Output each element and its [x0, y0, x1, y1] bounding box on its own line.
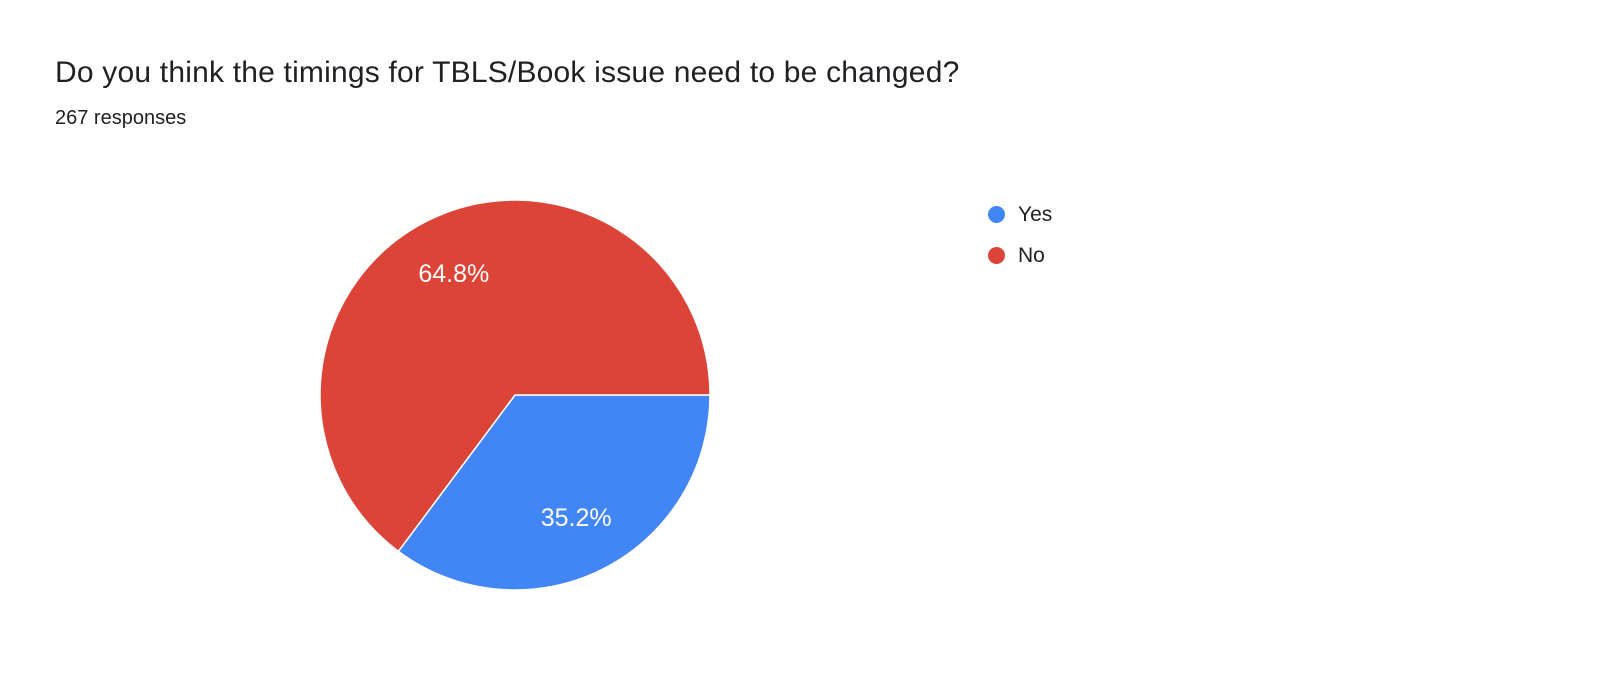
pie-slice-yes[interactable]	[397, 394, 711, 591]
responses-count: 267 responses	[55, 107, 187, 129]
legend-item-no: No	[988, 241, 1052, 270]
chart-legend: Yes No	[988, 200, 1052, 270]
legend-item-yes: Yes	[988, 200, 1052, 229]
legend-label-no: No	[1018, 243, 1045, 267]
legend-label-yes: Yes	[1018, 202, 1053, 226]
pie-slice-no[interactable]	[319, 199, 711, 553]
pie-slice-percentage-label: 64.8%	[418, 260, 489, 288]
legend-swatch-yes-icon	[988, 206, 1005, 223]
pie-chart: 35.2% 64.8%	[319, 199, 711, 591]
legend-swatch-no-icon	[988, 247, 1005, 264]
chart-title: Do you think the timings for TBLS/Book i…	[55, 56, 960, 89]
pie-slice-percentage-label: 35.2%	[541, 504, 612, 532]
